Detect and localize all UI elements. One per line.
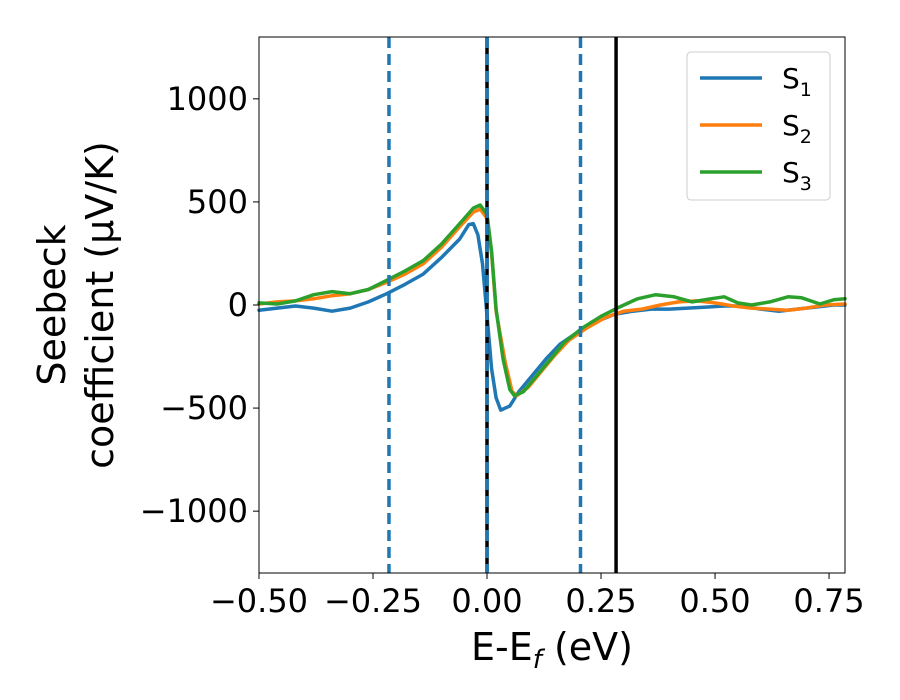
x-tick-label: 0.00 (451, 582, 522, 620)
y-axis-label: Seebeck coefficient (μV/K) (30, 141, 122, 469)
legend-label-2: S2 (782, 109, 812, 148)
y-ticks: −1000 −500 0 500 1000 (140, 80, 259, 530)
x-ticks: −0.50 −0.25 0.00 0.25 0.50 0.75 (210, 573, 865, 620)
y-tick-label: −500 (160, 389, 248, 427)
y-tick-label: −1000 (140, 492, 248, 530)
series-line-3 (257, 203, 847, 398)
y-tick-label: 0 (228, 286, 248, 324)
x-tick-label: 0.75 (793, 582, 864, 620)
series-line-1 (257, 221, 847, 412)
x-tick-label: 0.25 (565, 582, 636, 620)
x-axis-label-main: E-E (471, 625, 533, 669)
x-tick-label: −0.50 (210, 582, 308, 620)
y-axis-label-line2: coefficient (μV/K) (78, 141, 122, 469)
x-axis-label-unit: (eV) (542, 625, 633, 669)
reference-lines (387, 37, 618, 573)
y-axis-label-line1: Seebeck (30, 224, 74, 385)
legend-label-1: S1 (782, 62, 812, 101)
x-tick-label: 0.50 (679, 582, 750, 620)
x-tick-label: −0.25 (324, 582, 422, 620)
legend: S1 S2 S3 (686, 51, 831, 201)
series-lines (257, 203, 847, 412)
y-tick-label: 500 (187, 183, 248, 221)
y-tick-label: 1000 (167, 80, 248, 118)
x-axis-label: E-Ef (eV) (471, 625, 633, 675)
legend-label-3: S3 (782, 156, 812, 195)
